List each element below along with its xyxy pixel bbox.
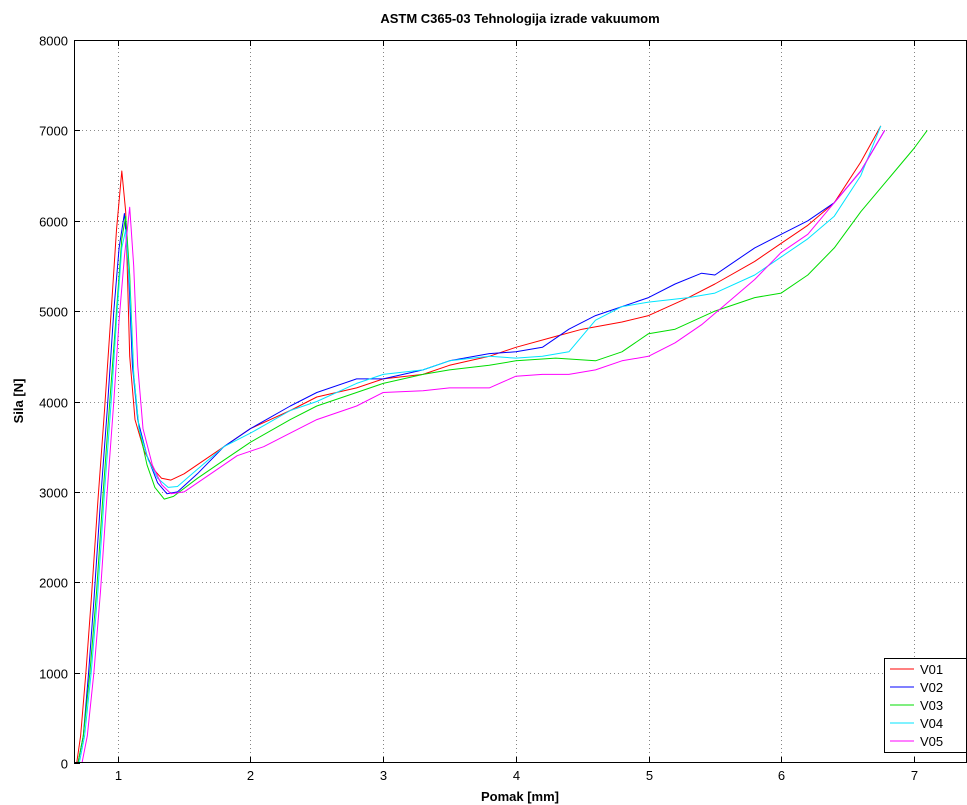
x-tick-label: 5 [646,768,653,783]
plot-area: 1 2 3 4 5 6 7 0 1000 2000 3000 4000 5000 6000 7000 800… [39,34,967,783]
series-line-v03 [77,130,928,764]
y-tick-label: 0 [61,757,68,772]
x-tick-label: 6 [778,768,785,783]
y-axis-ticks: 0 1000 2000 3000 4000 5000 6000 7000 8000 [39,34,80,772]
x-axis-label: Pomak [mm] [481,789,559,804]
x-tick-label: 7 [911,768,918,783]
x-tick-label: 4 [513,768,520,783]
legend: V01 V02 V03 V04 V05 [884,658,967,753]
x-tick-label: 2 [247,768,254,783]
y-tick-label: 4000 [39,396,68,411]
legend-label-v01: V01 [920,662,943,677]
legend-label-v02: V02 [920,680,943,695]
series-line-v04 [78,125,882,764]
y-tick-label: 6000 [39,215,68,230]
y-axis-label: Sila [N] [11,379,26,424]
x-tick-label: 1 [115,768,122,783]
legend-label-v05: V05 [920,734,943,749]
y-tick-label: 1000 [39,667,68,682]
plot-frame [74,40,967,763]
chart-title: ASTM C365-03 Tehnologija izrade vakuumom [380,11,659,26]
y-tick-label: 2000 [39,576,68,591]
series-lines [76,125,928,764]
legend-label-v04: V04 [920,716,943,731]
y-tick-label: 3000 [39,486,68,501]
legend-label-v03: V03 [920,698,943,713]
series-line-v05 [81,130,886,764]
x-tick-label: 3 [380,768,387,783]
series-line-v02 [77,130,886,764]
grid [74,40,967,763]
y-tick-label: 7000 [39,124,68,139]
y-tick-label: 8000 [39,34,68,49]
y-tick-label: 5000 [39,305,68,320]
